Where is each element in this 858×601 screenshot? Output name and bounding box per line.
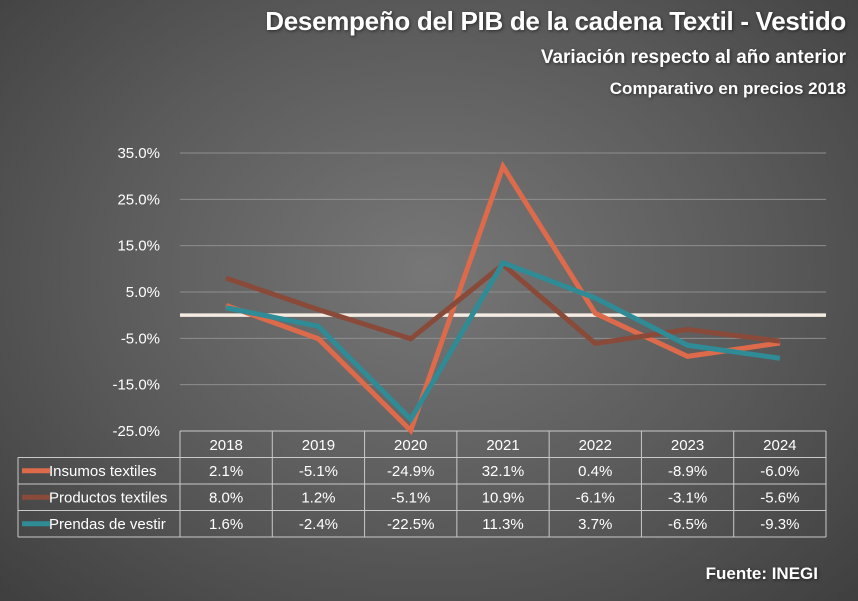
data-label: -24.9%: [387, 463, 435, 480]
data-label: -6.0%: [760, 463, 799, 480]
data-label: -22.5%: [387, 516, 435, 533]
data-point: [594, 342, 596, 344]
data-point: [594, 297, 596, 299]
data-label: 1.6%: [209, 516, 243, 533]
source-note: Fuente: INEGI: [705, 564, 818, 583]
data-label: -5.1%: [391, 489, 430, 506]
y-tick-label: -25.0%: [112, 423, 160, 440]
series-line-1: [225, 160, 781, 436]
chart-subtitle-2: Comparativo en precios 2018: [609, 79, 846, 98]
data-label: 10.9%: [482, 489, 525, 506]
chart-title: Desempeño del PIB de la cadena Textil - …: [265, 6, 846, 36]
data-point: [410, 418, 412, 420]
data-point: [779, 340, 781, 342]
data-label: -5.1%: [299, 463, 338, 480]
chart-subtitle: Variación respecto al año anterior: [540, 47, 846, 68]
data-point: [317, 325, 319, 327]
y-tick-label: 25.0%: [117, 191, 160, 208]
data-point: [317, 338, 319, 340]
x-category-label: 2019: [302, 437, 335, 454]
y-tick-label: 15.0%: [117, 238, 160, 255]
data-point: [687, 355, 689, 357]
data-label: 11.3%: [482, 516, 523, 533]
series-line-3: [225, 259, 781, 424]
data-label: -3.1%: [668, 489, 707, 506]
data-point: [594, 312, 596, 314]
data-point: [502, 165, 504, 167]
x-category-label: 2022: [579, 437, 612, 454]
data-point: [779, 357, 781, 359]
legend-label: Productos textiles: [49, 489, 167, 506]
y-tick-label: 35.0%: [117, 145, 160, 162]
data-point: [225, 277, 227, 279]
data-label: 2.1%: [209, 463, 243, 480]
data-label: -6.1%: [576, 489, 615, 506]
data-label: -6.5%: [668, 516, 707, 533]
data-point: [317, 309, 319, 311]
data-point: [225, 304, 227, 306]
data-label: -8.9%: [668, 463, 707, 480]
data-label: -9.3%: [760, 516, 799, 533]
data-point: [687, 329, 689, 331]
data-point: [502, 262, 504, 264]
y-tick-label: -5.0%: [121, 330, 160, 347]
data-point: [410, 430, 412, 432]
x-category-label: 2018: [209, 437, 242, 454]
data-point: [410, 338, 412, 340]
series-line-2: [225, 261, 781, 347]
data-label: 3.7%: [578, 516, 612, 533]
data-point: [687, 344, 689, 346]
data-label: 0.4%: [578, 463, 612, 480]
x-category-label: 2021: [486, 437, 519, 454]
data-point: [225, 307, 227, 309]
data-label: -2.4%: [299, 516, 338, 533]
data-label: 1.2%: [301, 489, 335, 506]
data-label: -5.6%: [760, 489, 799, 506]
y-tick-label: -15.0%: [112, 377, 160, 394]
x-category-label: 2023: [671, 437, 704, 454]
y-tick-label: 5.0%: [126, 284, 160, 301]
legend-label: Prendas de vestir: [49, 516, 166, 533]
legend-label: Insumos textiles: [49, 463, 157, 480]
x-category-label: 2020: [394, 437, 427, 454]
data-label: 32.1%: [482, 463, 525, 480]
x-category-label: 2024: [763, 437, 796, 454]
data-label: 8.0%: [209, 489, 243, 506]
